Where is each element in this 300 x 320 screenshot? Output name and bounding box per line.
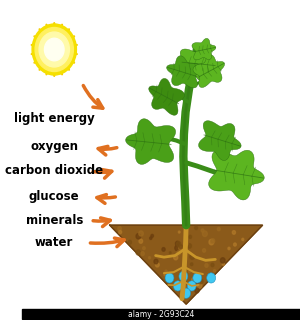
Circle shape [141,252,144,256]
Circle shape [128,240,131,244]
Polygon shape [110,225,262,304]
Polygon shape [199,121,241,160]
Circle shape [222,263,224,265]
Circle shape [169,252,171,254]
Circle shape [164,273,166,276]
Circle shape [192,278,194,281]
Circle shape [202,249,206,252]
Circle shape [139,231,143,236]
Polygon shape [179,48,216,81]
Circle shape [242,238,244,241]
Circle shape [39,32,69,67]
Circle shape [162,248,165,251]
Polygon shape [167,56,201,88]
Circle shape [176,242,181,246]
Circle shape [148,257,151,259]
Circle shape [139,239,142,243]
Circle shape [190,263,193,266]
Polygon shape [126,119,176,164]
Text: glucose: glucose [29,190,80,203]
Circle shape [176,241,179,246]
Circle shape [183,284,186,289]
Circle shape [118,227,121,231]
Circle shape [195,226,198,229]
Circle shape [151,234,154,237]
Polygon shape [192,38,216,60]
Circle shape [234,243,236,246]
Circle shape [211,239,215,243]
Circle shape [179,245,182,249]
Text: minerals: minerals [26,214,83,227]
Circle shape [188,244,191,248]
Circle shape [182,288,190,298]
Circle shape [184,242,188,246]
Circle shape [32,24,76,75]
Circle shape [187,281,196,291]
Polygon shape [193,55,224,87]
Circle shape [189,271,190,273]
Circle shape [167,272,169,275]
Circle shape [179,247,182,250]
Circle shape [165,273,170,278]
Circle shape [119,230,122,234]
Circle shape [197,283,202,288]
Polygon shape [209,150,264,200]
Circle shape [174,255,178,260]
Circle shape [193,273,202,283]
Polygon shape [149,78,184,115]
Circle shape [217,228,220,231]
Circle shape [205,264,208,267]
Circle shape [178,231,180,233]
Text: carbon dioxide: carbon dioxide [5,164,103,177]
Circle shape [155,263,159,267]
Circle shape [179,271,188,281]
Circle shape [189,235,191,238]
Circle shape [44,38,64,61]
Circle shape [177,251,181,255]
Polygon shape [31,22,77,77]
Circle shape [136,250,140,255]
Circle shape [165,273,174,283]
Circle shape [202,231,207,236]
Circle shape [35,28,74,71]
Circle shape [186,293,189,296]
Text: oxygen: oxygen [30,140,78,154]
Circle shape [220,258,225,263]
Circle shape [207,273,216,283]
Circle shape [154,259,158,264]
Circle shape [195,288,199,293]
Circle shape [214,269,216,272]
Circle shape [190,254,194,260]
Text: alamy - 2G93C24: alamy - 2G93C24 [128,310,194,319]
Circle shape [136,234,141,239]
Circle shape [209,239,214,245]
Circle shape [143,247,145,250]
Circle shape [199,279,203,284]
Bar [22,309,300,319]
Circle shape [211,263,214,267]
Circle shape [150,237,152,239]
Circle shape [232,231,236,234]
Circle shape [201,229,204,232]
Circle shape [165,270,167,273]
Circle shape [173,281,182,291]
Circle shape [175,245,180,251]
Text: water: water [35,236,74,249]
Circle shape [196,279,200,283]
Circle shape [228,247,230,250]
Text: light energy: light energy [14,112,94,125]
